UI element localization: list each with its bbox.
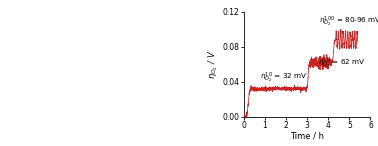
Text: $\eta_{O_2}^{100}$ = 80-96 mV: $\eta_{O_2}^{100}$ = 80-96 mV bbox=[319, 15, 378, 29]
Text: $\eta_{O_2}^{10}$ = 32 mV: $\eta_{O_2}^{10}$ = 32 mV bbox=[260, 71, 307, 85]
Y-axis label: $\eta_{O_2}$ / V: $\eta_{O_2}$ / V bbox=[206, 50, 220, 79]
X-axis label: Time / h: Time / h bbox=[290, 131, 324, 140]
Text: $\eta_{O_2}^{50}$ = 62 mV: $\eta_{O_2}^{50}$ = 62 mV bbox=[318, 57, 366, 71]
